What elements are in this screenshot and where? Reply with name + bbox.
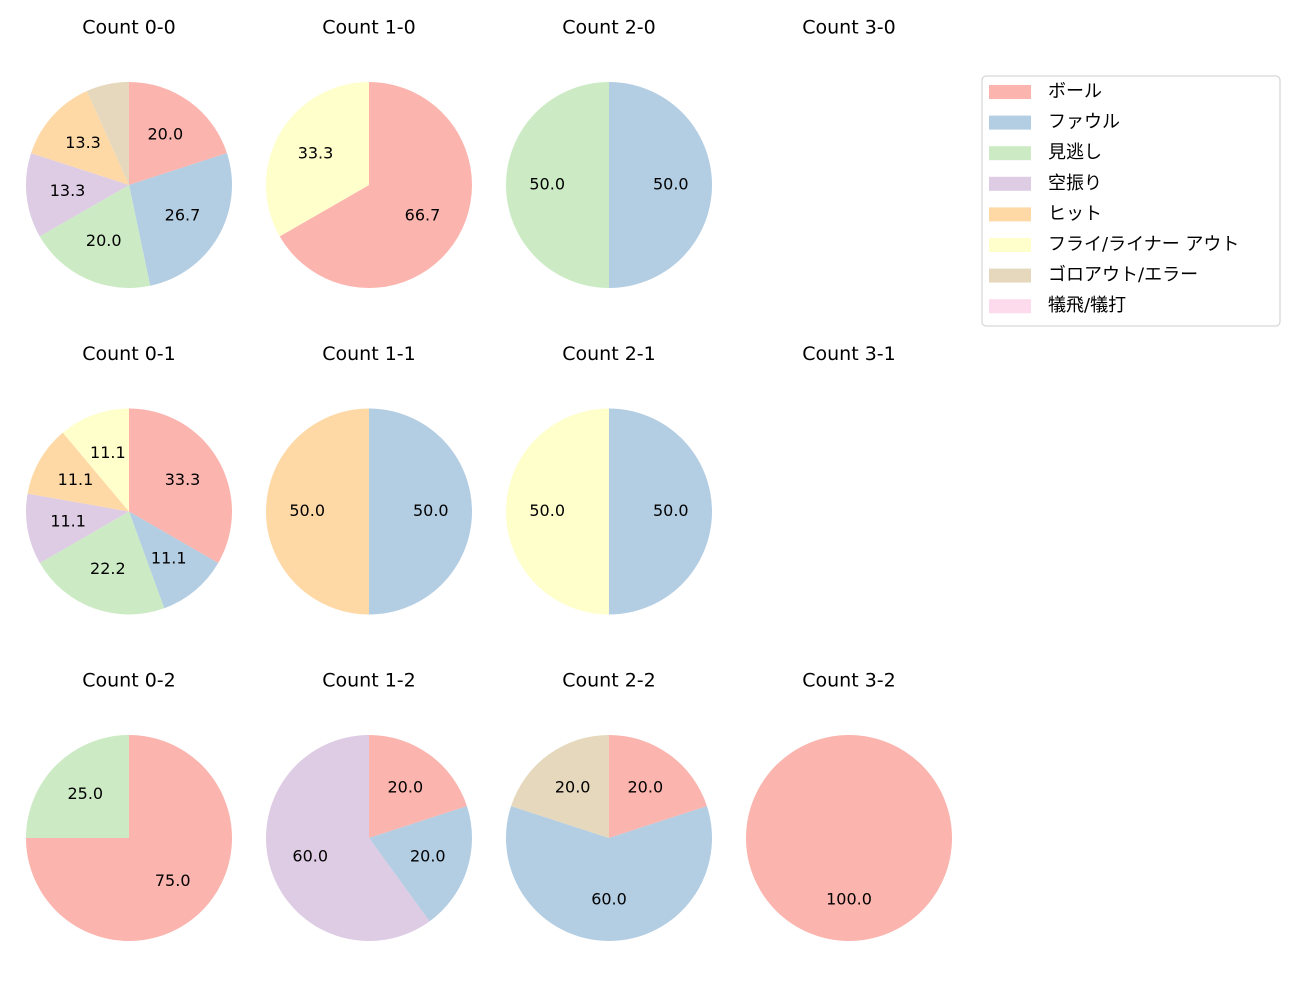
legend-label: 空振り: [1048, 173, 1102, 194]
pie-slice: [506, 408, 609, 615]
value-label: 33.3: [165, 470, 201, 489]
legend-label: フライ/ライナー アウト: [1048, 234, 1239, 255]
legend-swatch: [989, 238, 1031, 252]
pie-slice: [266, 408, 369, 615]
chart-title: Count 3-0: [802, 17, 896, 39]
legend-label: ボール: [1048, 81, 1102, 102]
pie-slice: [609, 735, 707, 838]
pie-slice: [609, 82, 712, 288]
pie-slice: [266, 735, 430, 942]
chart-title: Count 0-1: [82, 343, 176, 365]
legend-swatch: [989, 146, 1031, 161]
chart-title: Count 1-2: [322, 670, 416, 692]
legend-label: 犠飛/犠打: [1048, 295, 1126, 316]
chart-title: Count 0-0: [82, 17, 176, 39]
pie-slice: [86, 82, 129, 185]
pie-slice: [129, 153, 232, 286]
value-label: 33.3: [298, 144, 334, 163]
pie-slice: [369, 735, 467, 838]
legend-swatch: [989, 85, 1031, 99]
chart-title: Count 1-1: [322, 343, 416, 365]
value-label: 20.0: [410, 847, 446, 866]
value-label: 20.0: [388, 778, 424, 797]
pie-slice: [511, 735, 609, 838]
pie-slice: [746, 735, 952, 941]
value-label: 25.0: [67, 784, 103, 803]
value-label: 11.1: [50, 512, 86, 531]
pie-slice: [26, 493, 129, 563]
pie-slice: [609, 408, 712, 615]
legend-swatch: [989, 176, 1031, 191]
chart-title: Count 3-2: [802, 670, 896, 692]
value-label: 60.0: [591, 889, 627, 908]
chart-title: Count 2-1: [562, 343, 656, 365]
legend-swatch: [989, 115, 1031, 130]
legend-box: [981, 75, 1281, 327]
pie-slice: [279, 82, 472, 288]
value-label: 50.0: [289, 501, 325, 520]
pie-slice: [39, 511, 165, 615]
chart-title: Count 3-1: [802, 343, 896, 365]
legend-label: ヒット: [1048, 203, 1102, 224]
pie-slice: [31, 90, 129, 185]
chart-title: Count 2-0: [562, 17, 656, 39]
value-label: 13.3: [50, 181, 86, 200]
legend-label: 見逃し: [1048, 142, 1102, 163]
value-label: 20.0: [148, 125, 184, 144]
value-label: 11.1: [90, 443, 126, 462]
value-label: 20.0: [628, 778, 664, 797]
pie-slice: [266, 82, 369, 237]
pie-slice: [26, 153, 130, 237]
pie-slice: [369, 806, 472, 922]
value-label: 60.0: [292, 847, 328, 866]
value-label: 75.0: [155, 871, 191, 890]
value-label: 11.1: [58, 470, 94, 489]
value-label: 50.0: [529, 175, 565, 194]
pie-slice: [129, 511, 219, 609]
legend-label: ゴロアウト/エラー: [1048, 265, 1198, 286]
value-label: 66.7: [405, 205, 441, 224]
value-label: 50.0: [413, 501, 449, 520]
pie-slice: [62, 408, 129, 512]
legend-swatch: [989, 268, 1031, 283]
value-label: 50.0: [653, 175, 689, 194]
pie-slice: [129, 82, 227, 185]
value-label: 22.2: [90, 559, 126, 578]
pie-slice: [26, 735, 129, 838]
value-label: 13.3: [65, 133, 101, 152]
chart-title: Count 1-0: [322, 17, 416, 39]
pie-slice: [506, 82, 609, 288]
value-label: 100.0: [826, 889, 872, 908]
value-label: 50.0: [529, 501, 565, 520]
chart-title: Count 0-2: [82, 670, 176, 692]
pie-slice: [505, 806, 712, 942]
value-label: 20.0: [555, 778, 591, 797]
pie-slice: [369, 408, 472, 615]
value-label: 11.1: [151, 548, 187, 567]
value-label: 26.7: [165, 205, 201, 224]
legend-label: ファウル: [1048, 112, 1120, 133]
legend-swatch: [989, 299, 1031, 314]
legend-swatch: [989, 207, 1031, 222]
pie-slice: [129, 408, 232, 563]
value-label: 50.0: [653, 501, 689, 520]
chart-title: Count 2-2: [562, 670, 656, 692]
pie-slice: [27, 432, 129, 512]
value-label: 20.0: [86, 231, 122, 250]
pie-slice: [39, 185, 151, 288]
